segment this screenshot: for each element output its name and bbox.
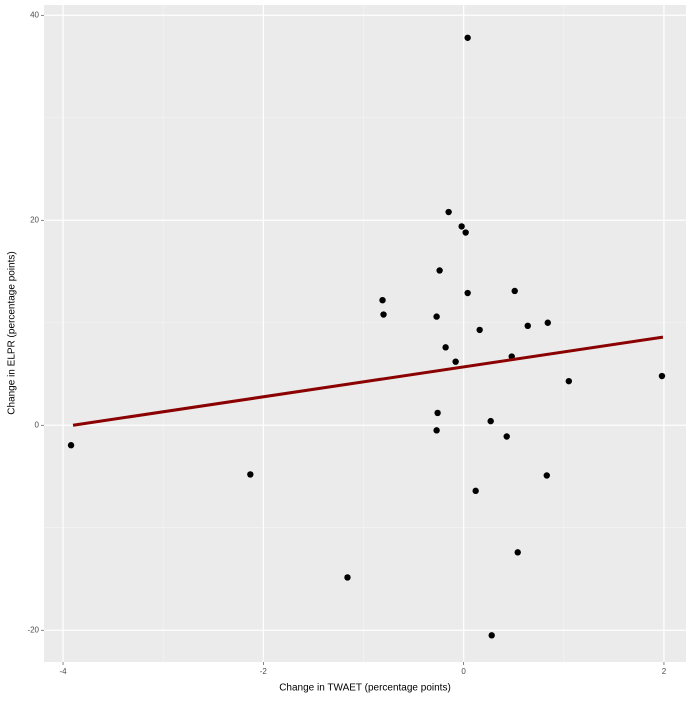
point (462, 229, 469, 236)
point (524, 322, 531, 330)
y-tick-label: 20 (30, 215, 39, 224)
point (464, 34, 471, 41)
point (464, 289, 471, 297)
point (472, 487, 479, 495)
point (380, 311, 387, 318)
point (247, 471, 254, 478)
point (543, 472, 550, 479)
point (544, 319, 551, 326)
point (511, 287, 518, 295)
point (442, 344, 449, 351)
point (488, 632, 495, 639)
y-tick-label: -20 (27, 625, 39, 634)
point (433, 427, 440, 434)
panel (44, 5, 686, 662)
fit-line (72, 335, 664, 427)
x-tick-label: 2 (662, 667, 667, 676)
point (445, 208, 452, 216)
grid (44, 5, 686, 662)
point (487, 417, 494, 425)
point (476, 326, 483, 334)
marks (67, 34, 666, 639)
x-tick-label: 0 (461, 667, 466, 676)
point (514, 549, 521, 556)
point (433, 313, 440, 320)
y-axis-title: Change in ELPR (percentage points) (7, 251, 18, 414)
point (67, 442, 75, 449)
point (503, 433, 510, 440)
point (436, 267, 443, 274)
x-axis-title: Change in TWAET (percentage points) (279, 683, 451, 694)
point (452, 358, 459, 365)
x-tick-label: -2 (260, 667, 268, 676)
point (565, 377, 573, 385)
point (458, 223, 465, 230)
x-tick-label: -4 (59, 667, 67, 676)
y-tick-label: 0 (35, 420, 40, 429)
point (434, 409, 441, 417)
point (344, 574, 351, 581)
point (658, 372, 666, 380)
y-tick-label: 40 (30, 10, 39, 19)
point (379, 296, 386, 304)
